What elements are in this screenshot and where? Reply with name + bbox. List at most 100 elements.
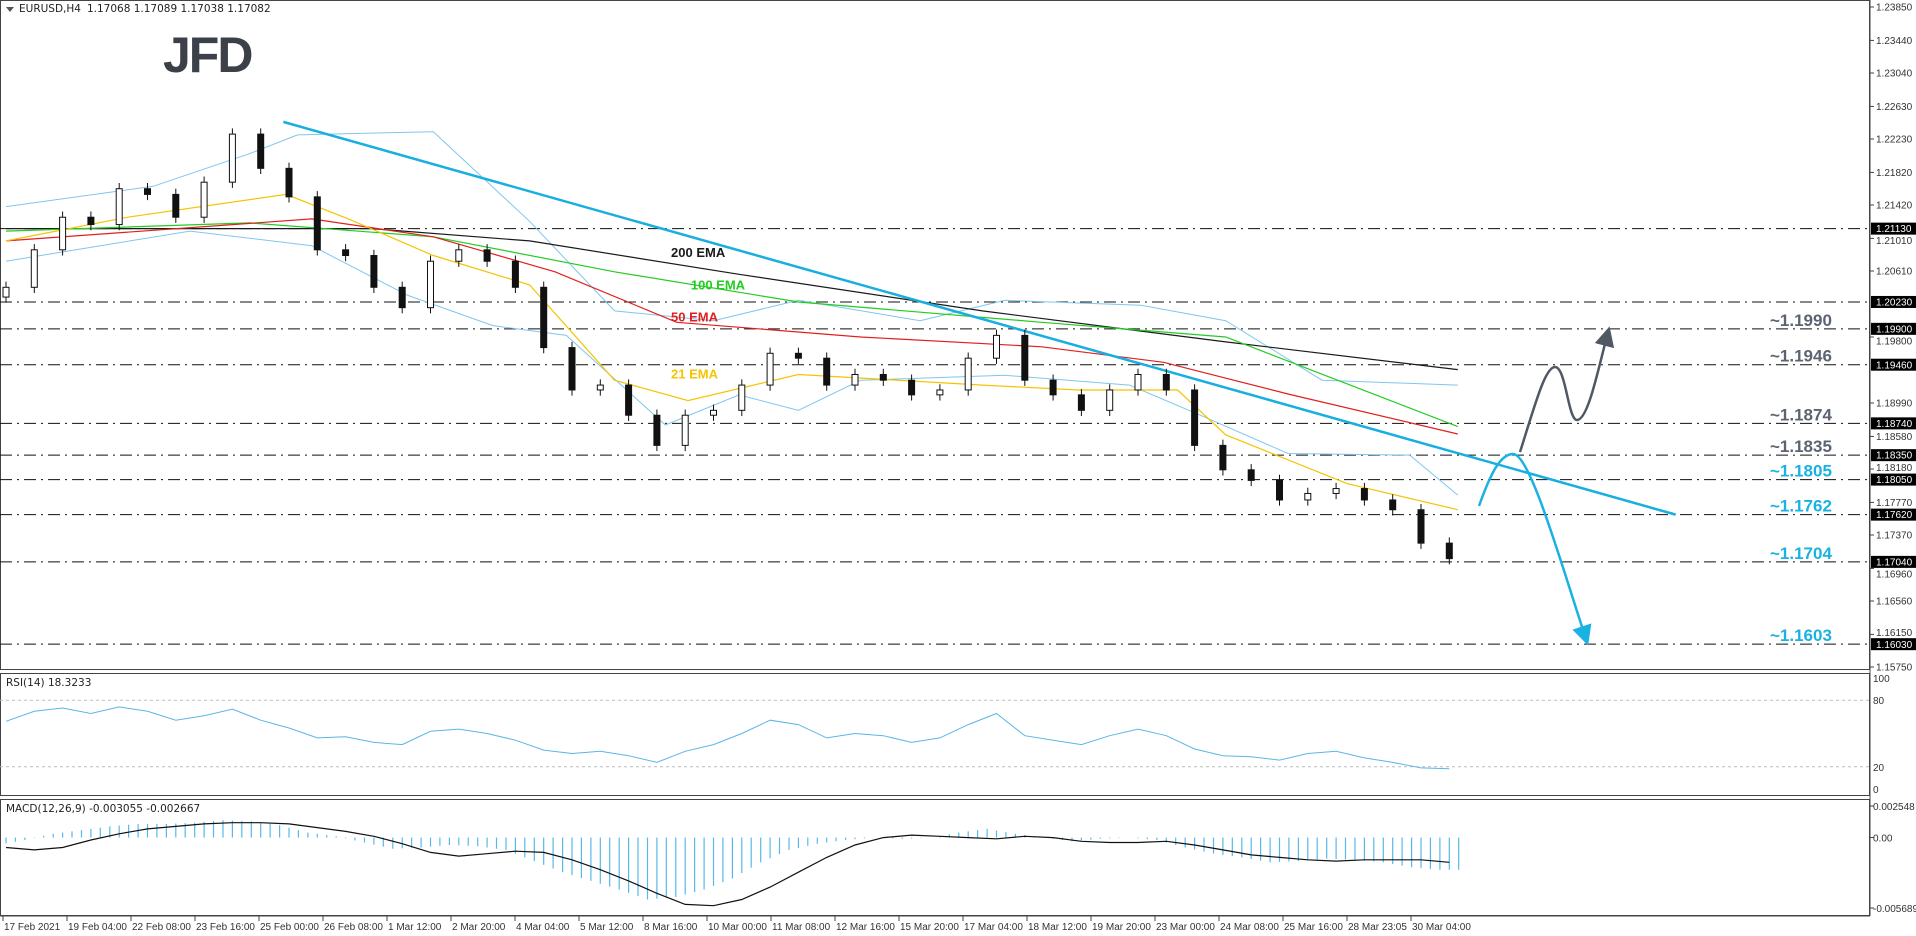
bearish-scenario-arrow <box>1477 452 1592 646</box>
candle-body <box>257 133 265 169</box>
candle-body <box>1106 389 1114 411</box>
rsi-tick-label: 0 <box>1873 785 1879 796</box>
time-tick-label: 11 Mar 08:00 <box>772 922 831 933</box>
time-tick-label: 25 Feb 00:00 <box>260 922 319 933</box>
macd-label: MACD(12,26,9) -0.003055 -0.002667 <box>6 803 201 815</box>
time-tick-label: 30 Mar 04:00 <box>1412 922 1471 933</box>
chart-header: EURUSD,H4 1.17068 1.17089 1.17038 1.17082 <box>6 3 271 15</box>
candle-body <box>823 357 831 386</box>
price-badge-label: 1.17620 <box>1876 510 1913 521</box>
level-label: ~1.1704 <box>1770 544 1832 563</box>
21-ema-line <box>5 193 1458 511</box>
200-ema-label: 200 EMA <box>671 245 726 260</box>
price-tick-label: 1.19800 <box>1876 336 1913 347</box>
candle-body <box>625 384 633 416</box>
time-tick-label: 5 Mar 12:00 <box>580 922 634 933</box>
candle-body <box>936 389 944 396</box>
price-badge <box>1871 473 1916 486</box>
ohlc-values: 1.17068 1.17089 1.17038 1.17082 <box>86 3 271 15</box>
price-tick-label: 1.22630 <box>1876 102 1913 113</box>
candle-body <box>710 409 717 416</box>
macd-signal-line <box>5 822 1450 907</box>
candle-body <box>1304 492 1312 501</box>
price-tick-label: 1.23850 <box>1876 3 1913 14</box>
candle-body <box>313 196 321 251</box>
time-tick-label: 22 Feb 08:00 <box>132 922 191 933</box>
rsi-tick-label: 80 <box>1873 696 1885 707</box>
candle-body <box>1247 469 1255 481</box>
candle-body <box>285 167 293 198</box>
candle-body <box>964 357 972 391</box>
price-badge-label: 1.20230 <box>1876 298 1913 309</box>
price-badge <box>1871 449 1916 462</box>
candle-body <box>200 181 208 218</box>
time-tick-label: 8 Mar 16:00 <box>644 922 698 933</box>
dropdown-triangle-icon[interactable] <box>6 6 14 12</box>
price-tick-label: 1.21010 <box>1876 236 1913 247</box>
bollinger-lower-line <box>5 230 1459 496</box>
price-badge-label: 1.18050 <box>1876 475 1913 486</box>
price-tick-label: 1.17370 <box>1876 531 1913 542</box>
macd-tick-label: -0.005689 <box>1873 904 1916 915</box>
21-ema-label: 21 EMA <box>671 367 719 382</box>
time-tick-label: 4 Mar 04:00 <box>516 922 570 933</box>
50-ema-label: 50 EMA <box>671 310 719 325</box>
candle-body <box>681 414 689 446</box>
candle-body <box>908 379 916 396</box>
level-label: ~1.1762 <box>1770 497 1832 516</box>
rsi-panel-frame <box>0 673 1870 796</box>
level-label: ~1.1603 <box>1770 626 1832 645</box>
candle-body <box>1162 373 1170 391</box>
candle-body <box>1276 479 1283 501</box>
price-badge <box>1871 555 1916 568</box>
price-tick-label: 1.18580 <box>1876 432 1913 443</box>
100-ema-line <box>5 222 1459 428</box>
price-badge-label: 1.19460 <box>1876 360 1913 371</box>
price-badge-label: 1.17040 <box>1876 557 1913 568</box>
macd-tick-label: 0.00 <box>1873 834 1893 845</box>
price-badge-label: 1.18740 <box>1876 419 1913 430</box>
time-tick-label: 23 Feb 16:00 <box>196 922 255 933</box>
time-tick-label: 12 Mar 16:00 <box>836 922 895 933</box>
price-tick-label: 1.23440 <box>1876 36 1913 47</box>
candle-body <box>1134 373 1142 391</box>
candle-body <box>540 286 548 349</box>
price-tick-label: 1.21420 <box>1876 201 1913 212</box>
time-tick-label: 10 Mar 00:00 <box>708 922 767 933</box>
candle-body <box>1021 334 1029 381</box>
candle-body <box>228 133 236 183</box>
100-ema-label: 100 EMA <box>691 278 746 293</box>
candle-body <box>1445 542 1453 560</box>
candle-body <box>427 260 434 309</box>
downtrend-line <box>283 120 1677 516</box>
200-ema-line <box>6 228 1458 371</box>
50-ema-line <box>5 218 1458 435</box>
candle-body <box>851 373 859 386</box>
candle-body <box>342 249 350 257</box>
price-badge <box>1871 295 1916 308</box>
price-badge-label: 1.18350 <box>1876 451 1913 462</box>
level-label: ~1.1990 <box>1770 311 1832 330</box>
price-tick-label: 1.15750 <box>1876 663 1913 674</box>
candle-body <box>1077 394 1085 411</box>
time-tick-label: 2 Mar 20:00 <box>452 922 506 933</box>
candle-body <box>370 255 378 288</box>
candle-body <box>511 260 519 288</box>
price-badge <box>1871 358 1916 371</box>
time-tick-label: 15 Mar 20:00 <box>900 922 959 933</box>
time-tick-label: 17 Feb 2021 <box>4 922 61 933</box>
candle-body <box>87 216 95 226</box>
price-tick-label: 1.16560 <box>1876 597 1913 608</box>
time-tick-label: 18 Mar 12:00 <box>1028 922 1087 933</box>
candle-body <box>738 384 746 411</box>
rsi-tick-label: 20 <box>1873 763 1885 774</box>
price-tick-label: 1.21820 <box>1876 168 1913 179</box>
level-label: ~1.1874 <box>1770 405 1832 424</box>
candle-body <box>398 286 406 309</box>
candle-body <box>1417 509 1425 544</box>
price-tick-label: 1.17770 <box>1876 498 1913 509</box>
level-label: ~1.1805 <box>1770 462 1832 481</box>
candle-body <box>993 334 1000 359</box>
time-tick-label: 17 Mar 04:00 <box>964 922 1023 933</box>
